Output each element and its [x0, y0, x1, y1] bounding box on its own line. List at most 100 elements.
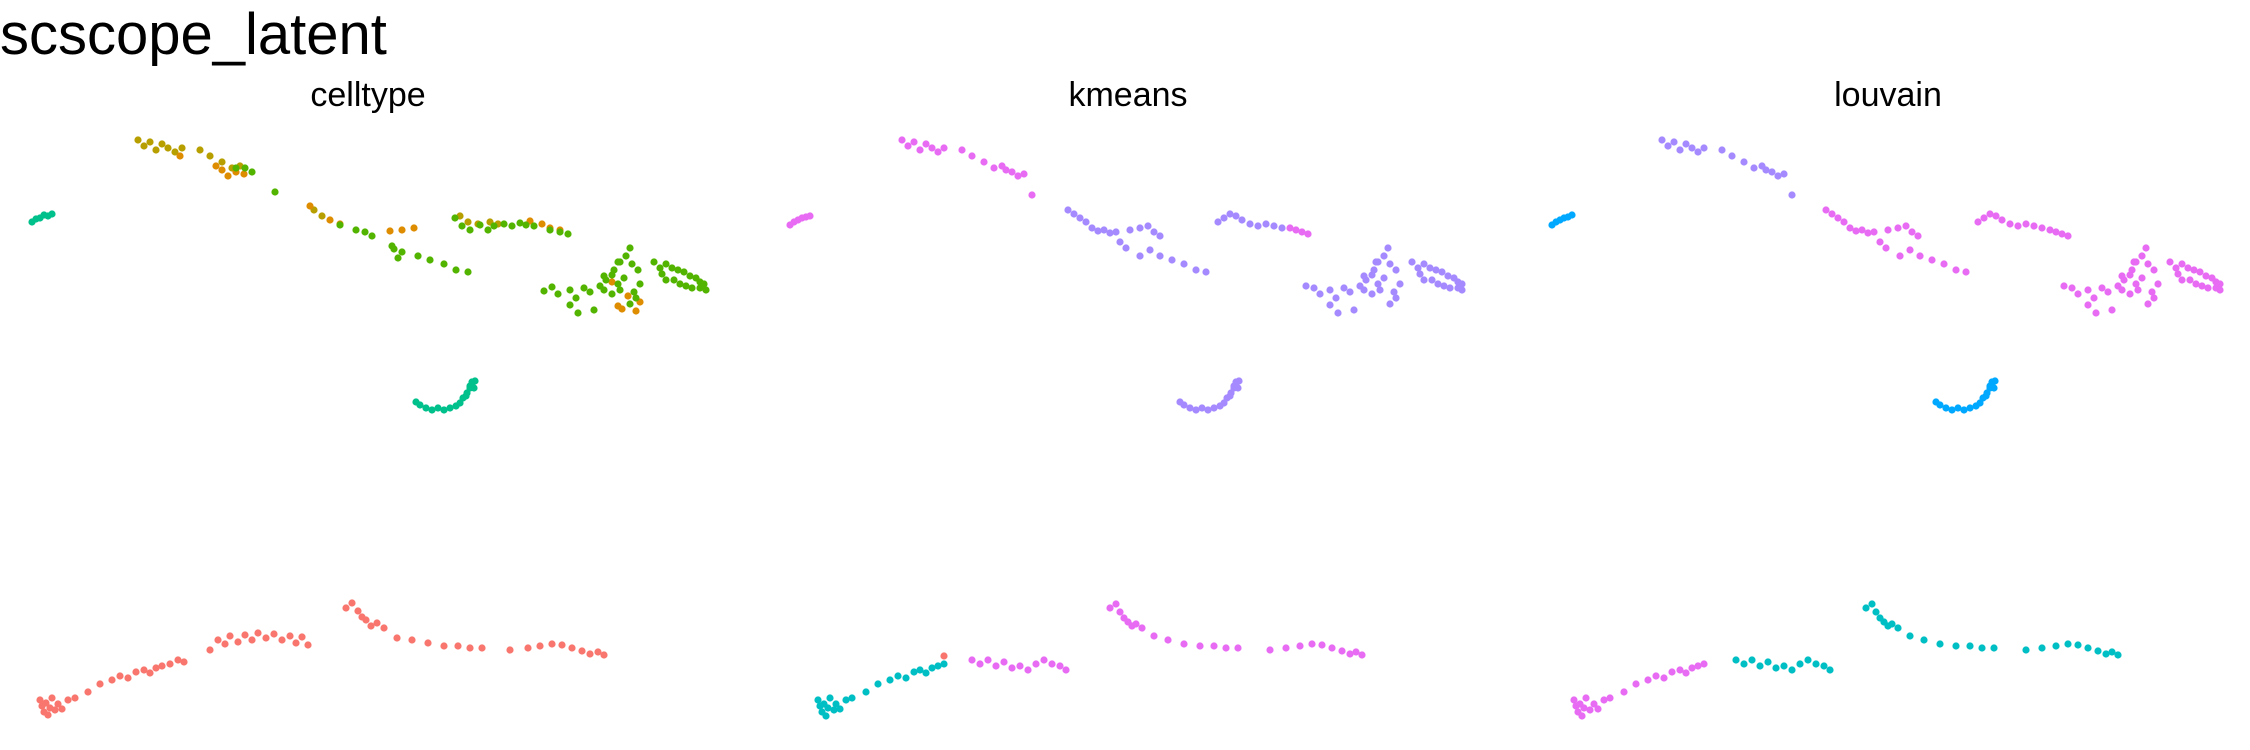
point-0-3-44 [634, 266, 642, 274]
point-2-2-62 [2074, 290, 2082, 298]
point-0-3-2 [248, 168, 256, 176]
point-2-3-15 [1774, 172, 1782, 180]
point-1-3-2 [1076, 214, 1084, 222]
point-0-3-53 [620, 274, 628, 282]
point-1-3-18 [1156, 252, 1164, 260]
point-1-2-22 [1020, 170, 1028, 178]
point-0-0-47 [380, 624, 388, 632]
point-1-3-51 [1334, 309, 1342, 317]
point-1-3-63 [1408, 258, 1416, 266]
point-1-2-12 [934, 148, 942, 156]
point-0-3-30 [564, 230, 572, 238]
point-2-2-59 [2064, 232, 2072, 240]
point-2-2-45 [1962, 268, 1970, 276]
point-1-2-40 [1062, 666, 1070, 674]
point-0-0-59 [558, 641, 566, 649]
point-2-2-79 [2084, 301, 2092, 309]
point-0-0-0 [36, 696, 44, 704]
point-1-3-53 [1376, 286, 1384, 294]
point-0-0-33 [262, 634, 270, 642]
point-2-2-107 [2216, 280, 2224, 288]
point-1-3-23 [1214, 218, 1222, 226]
point-0-3-55 [632, 294, 640, 302]
point-2-3-5 [1688, 144, 1696, 152]
point-1-3-4 [1088, 224, 1096, 232]
point-1-2-62 [1338, 647, 1346, 655]
point-1-1-22 [940, 660, 948, 668]
point-2-0-20 [1982, 392, 1990, 400]
point-0-2-16 [618, 305, 626, 313]
point-1-1-4 [822, 712, 830, 720]
point-0-3-33 [554, 290, 562, 298]
point-1-3-86 [1204, 406, 1212, 414]
point-0-0-50 [424, 639, 432, 647]
point-0-4-10 [434, 404, 442, 412]
point-0-3-52 [610, 266, 618, 274]
point-0-3-48 [590, 306, 598, 314]
point-0-0-25 [206, 646, 214, 654]
point-2-2-27 [1846, 224, 1854, 232]
point-1-3-85 [1198, 404, 1206, 412]
point-0-3-76 [688, 284, 696, 292]
point-0-0-30 [241, 631, 249, 639]
point-2-2-65 [2098, 284, 2106, 292]
point-2-2-12 [1620, 688, 1628, 696]
point-1-2-38 [1048, 660, 1056, 668]
point-0-0-7 [51, 706, 59, 714]
point-2-2-87 [2118, 272, 2126, 280]
point-2-3-8 [1718, 146, 1726, 154]
point-1-2-50 [1164, 636, 1172, 644]
point-0-0-41 [348, 599, 356, 607]
point-0-1-4 [158, 140, 166, 148]
point-2-2-46 [1974, 218, 1982, 226]
point-2-2-33 [1894, 224, 1902, 232]
point-0-3-42 [622, 252, 630, 260]
point-1-1-8 [832, 700, 840, 708]
point-0-1-16 [464, 218, 472, 226]
point-2-1-5 [1772, 664, 1780, 672]
point-0-3-61 [650, 258, 658, 266]
point-1-3-48 [1372, 258, 1380, 266]
point-2-2-26 [1840, 218, 1848, 226]
point-1-3-19 [1168, 256, 1176, 264]
point-2-1-23 [1936, 640, 1944, 648]
point-1-3-12 [1150, 228, 1158, 236]
point-2-2-103 [2178, 276, 2186, 284]
point-2-2-48 [1986, 210, 1994, 218]
point-2-3-17 [1788, 191, 1796, 199]
point-0-2-10 [398, 226, 406, 234]
point-0-4-7 [416, 401, 424, 409]
point-0-3-22 [490, 222, 498, 230]
point-1-3-9 [1126, 226, 1134, 234]
point-2-2-34 [1902, 222, 1910, 230]
point-1-3-13 [1156, 232, 1164, 240]
point-0-2-1 [212, 162, 220, 170]
point-1-2-57 [1282, 644, 1290, 652]
point-1-3-56 [1390, 288, 1398, 296]
point-0-1-5 [164, 144, 172, 152]
point-2-3-7 [1700, 144, 1708, 152]
point-1-3-34 [1310, 284, 1318, 292]
point-0-3-37 [586, 288, 594, 296]
point-0-0-58 [548, 640, 556, 648]
point-2-2-77 [2108, 306, 2116, 314]
point-1-3-57 [1392, 294, 1400, 302]
point-0-3-63 [662, 260, 670, 268]
point-1-3-30 [1262, 220, 1270, 228]
point-2-2-44 [1952, 266, 1960, 274]
point-2-2-92 [2178, 260, 2186, 268]
point-1-3-69 [1444, 272, 1452, 280]
point-2-1-10 [1812, 660, 1820, 668]
point-2-2-73 [2150, 266, 2158, 274]
point-2-2-56 [2046, 226, 2054, 234]
point-2-2-38 [1882, 244, 1890, 252]
point-2-1-6 [1780, 662, 1788, 670]
point-2-2-13 [1632, 680, 1640, 688]
point-2-2-50 [1998, 216, 2006, 224]
point-2-1-37 [2114, 651, 2122, 659]
point-1-2-33 [1008, 664, 1016, 672]
point-2-2-52 [2014, 222, 2022, 230]
point-1-3-15 [1122, 244, 1130, 252]
point-0-4-20 [462, 392, 470, 400]
point-1-2-28 [968, 656, 976, 664]
